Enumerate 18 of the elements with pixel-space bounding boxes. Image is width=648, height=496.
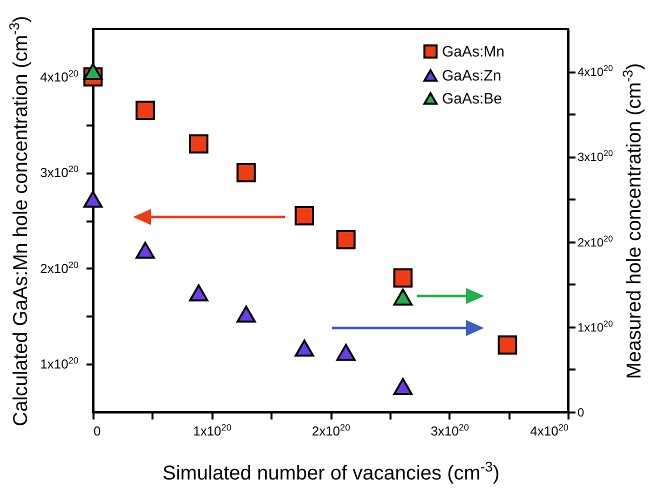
x-axis-title: Simulated number of vacancies (cm$^{-3}$) [162,458,500,484]
y2-tick-label: 1x10$^{20}$ [578,318,614,334]
x-tick-label: 2x10$^{20}$ [312,422,350,438]
x-tick-label: 3x10$^{20}$ [430,422,469,438]
y-tick-label: 4x10$^{20}$ [40,68,78,84]
legend-label: GaAs:Be [442,90,502,108]
y2-tick-label: 4x10$^{20}$ [578,63,614,80]
legend-label: GaAs:Mn [442,44,505,60]
y-tick-label: 2x10$^{20}$ [40,260,78,276]
y-tick-label: 3x10$^{20}$ [40,164,78,180]
y-tick-label: 1x10$^{20}$ [40,356,78,372]
y2-tick-label: 0 [578,406,584,420]
x-tick-label: 0 [94,424,101,438]
y2-tick-label: 3x10$^{20}$ [578,148,614,164]
x-tick-label: 1x10$^{20}$ [193,422,232,438]
y2-tick-label: 2x10$^{20}$ [578,233,614,250]
x-tick-label: 4x10$^{20}$ [530,422,568,438]
legend-label: GaAs:Zn [442,68,502,84]
